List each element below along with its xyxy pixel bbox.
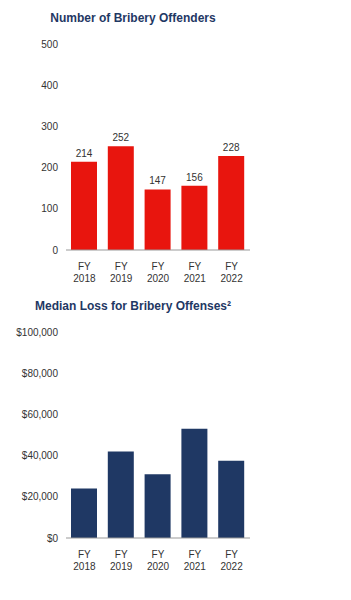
svg-text:$0: $0 [47, 533, 59, 544]
svg-text:$40,000: $40,000 [22, 450, 59, 461]
svg-text:FY2019: FY2019 [110, 549, 133, 572]
svg-text:228: 228 [223, 142, 240, 153]
svg-text:200: 200 [41, 162, 58, 173]
svg-text:100: 100 [41, 203, 58, 214]
svg-text:500: 500 [41, 39, 58, 50]
svg-text:156: 156 [186, 172, 203, 183]
svg-text:214: 214 [76, 148, 93, 159]
svg-text:FY2021: FY2021 [184, 549, 207, 572]
svg-text:400: 400 [41, 80, 58, 91]
svg-text:FY2020: FY2020 [147, 261, 170, 284]
svg-text:FY2022: FY2022 [220, 549, 243, 572]
svg-text:FY2018: FY2018 [73, 549, 96, 572]
svg-text:FY2019: FY2019 [110, 261, 133, 284]
svg-text:0: 0 [52, 245, 58, 256]
svg-text:FY2018: FY2018 [73, 261, 96, 284]
svg-text:$80,000: $80,000 [22, 368, 59, 379]
svg-text:$20,000: $20,000 [22, 491, 59, 502]
svg-text:$60,000: $60,000 [22, 409, 59, 420]
svg-text:147: 147 [149, 175, 166, 186]
svg-text:FY2020: FY2020 [147, 549, 170, 572]
svg-text:252: 252 [112, 132, 129, 143]
svg-text:300: 300 [41, 121, 58, 132]
svg-text:$100,000: $100,000 [16, 327, 58, 338]
html-text:Number of Bribery Offenders: Number of Bribery Offenders [50, 11, 216, 25]
svg-text:FY2022: FY2022 [220, 261, 243, 284]
svg-text:FY2021: FY2021 [184, 261, 207, 284]
html-text:Median Loss for Bribery Offens: Median Loss for Bribery Offenses² [35, 299, 231, 313]
